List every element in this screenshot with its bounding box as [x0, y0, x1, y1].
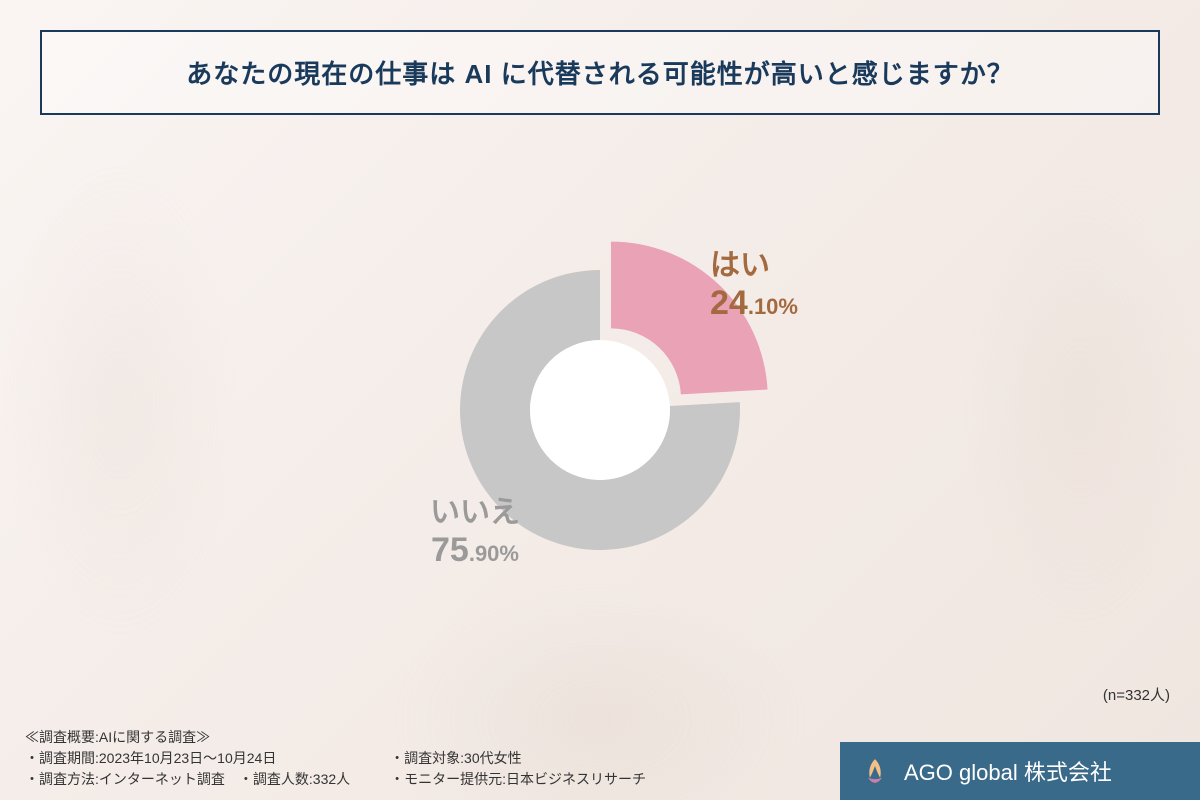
survey-info: ≪調査概要:AIに関する調査≫ ・調査期間:2023年10月23日～10月24日… — [25, 727, 646, 790]
company-badge: AGO global 株式会社 — [840, 742, 1200, 800]
donut-center — [530, 340, 670, 480]
slice-pct-yes-whole: 24 — [710, 284, 748, 322]
survey-period: ・調査期間:2023年10月23日～10月24日 — [25, 748, 350, 769]
slice-name-no: いいえ — [430, 487, 520, 531]
slice-pct-no-whole: 75 — [431, 531, 469, 569]
survey-method-count: ・調査方法:インターネット調査 ・調査人数:332人 — [25, 769, 350, 790]
slice-name-yes: はい — [710, 240, 798, 284]
chart-area: はい 24.10% いいえ 75.90% — [0, 180, 1200, 640]
slice-pct-no-frac: .90% — [469, 541, 519, 566]
survey-col-2: ・調査対象:30代女性 ・モニター提供元:日本ビジネスリサーチ — [390, 748, 646, 790]
slice-pct-yes-frac: .10% — [748, 294, 798, 319]
survey-provider: ・モニター提供元:日本ビジネスリサーチ — [390, 769, 646, 790]
title-text: あなたの現在の仕事は AI に代替される可能性が高いと感じますか？ — [72, 54, 1128, 91]
footer: ≪調査概要:AIに関する調査≫ ・調査期間:2023年10月23日～10月24日… — [0, 720, 1200, 800]
donut-chart: はい 24.10% いいえ 75.90% — [430, 240, 770, 580]
slice-pct-yes: 24.10% — [710, 284, 798, 323]
title-box: あなたの現在の仕事は AI に代替される可能性が高いと感じますか？ — [40, 30, 1160, 115]
slice-label-yes: はい 24.10% — [710, 240, 798, 323]
survey-col-1: ≪調査概要:AIに関する調査≫ ・調査期間:2023年10月23日～10月24日… — [25, 727, 350, 790]
slice-label-no: いいえ 75.90% — [430, 487, 520, 570]
slice-pct-no: 75.90% — [430, 531, 520, 570]
company-name: AGO global 株式会社 — [904, 755, 1112, 787]
survey-target: ・調査対象:30代女性 — [390, 748, 646, 769]
survey-heading: ≪調査概要:AIに関する調査≫ — [25, 727, 350, 748]
sample-size: (n=332人) — [1103, 684, 1170, 705]
company-logo-icon — [858, 754, 892, 788]
